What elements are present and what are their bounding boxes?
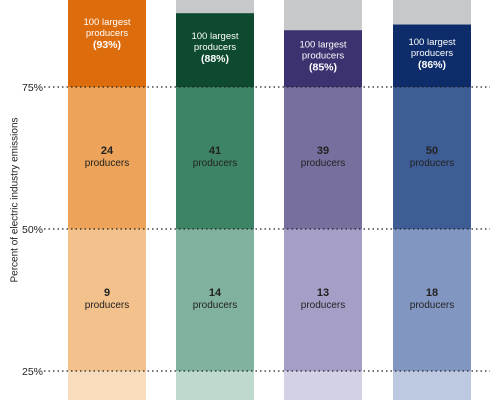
bar-4-unit-label: producers xyxy=(410,300,454,311)
bar-4-largest-line1: 100 largest xyxy=(408,37,455,48)
bar-3-count-label: 13 xyxy=(317,287,329,299)
bar-1-segment-2 xyxy=(68,229,146,371)
bar-4-unit-label: producers xyxy=(410,158,454,169)
bar-4-percent-label: (86%) xyxy=(418,59,446,71)
bar-1-unit-label: producers xyxy=(85,300,129,311)
bar-2-segment-1 xyxy=(176,371,254,400)
bar-4-count-label: 50 xyxy=(426,145,438,157)
bar-3-unit-label: producers xyxy=(301,158,345,169)
y-tick-label-25: 25% xyxy=(22,366,43,378)
bar-1-largest-line1: 100 largest xyxy=(83,17,130,28)
bar-3-largest-line1: 100 largest xyxy=(299,40,346,51)
bar-2-segment-3 xyxy=(176,87,254,229)
bar-3-segment-2 xyxy=(284,229,362,371)
bar-1-segment-4 xyxy=(68,0,146,87)
bar-background-3 xyxy=(284,0,362,31)
bar-1-segment-3 xyxy=(68,87,146,229)
bar-3-unit-label: producers xyxy=(301,300,345,311)
bar-background-2 xyxy=(176,0,254,14)
bar-1-count-label: 24 xyxy=(101,145,114,157)
bar-4-largest-line2: producers xyxy=(411,48,453,59)
bar-2-count-label: 14 xyxy=(209,287,222,299)
bar-3-largest-line2: producers xyxy=(302,51,344,62)
y-tick-label-75: 75% xyxy=(22,82,43,94)
bar-4-segment-2 xyxy=(393,229,471,371)
bar-1-count-label: 9 xyxy=(104,287,110,299)
bar-1-segment-1 xyxy=(68,371,146,400)
bar-2-segment-2 xyxy=(176,229,254,371)
bar-2-segment-4 xyxy=(176,13,254,87)
bar-2-unit-label: producers xyxy=(193,158,237,169)
bar-1-percent-label: (93%) xyxy=(93,39,121,51)
bar-4-count-label: 18 xyxy=(426,287,438,299)
bar-1-largest-line2: producers xyxy=(86,28,128,39)
bar-4-segment-3 xyxy=(393,87,471,229)
bar-4-segment-4 xyxy=(393,24,471,87)
bar-background-4 xyxy=(393,0,471,25)
bar-1-unit-label: producers xyxy=(85,158,129,169)
bar-3-segment-3 xyxy=(284,87,362,229)
bar-2-percent-label: (88%) xyxy=(201,53,229,65)
bar-3-count-label: 39 xyxy=(317,145,329,157)
bar-2-largest-line2: producers xyxy=(194,42,236,53)
y-tick-label-50: 50% xyxy=(22,224,43,236)
bar-3-percent-label: (85%) xyxy=(309,62,337,74)
bar-3-segment-1 xyxy=(284,371,362,400)
bar-2-unit-label: producers xyxy=(193,300,237,311)
bar-4-segment-1 xyxy=(393,371,471,400)
bar-2-count-label: 41 xyxy=(209,145,221,157)
bar-3-segment-4 xyxy=(284,30,362,87)
bar-2-largest-line1: 100 largest xyxy=(191,31,238,42)
